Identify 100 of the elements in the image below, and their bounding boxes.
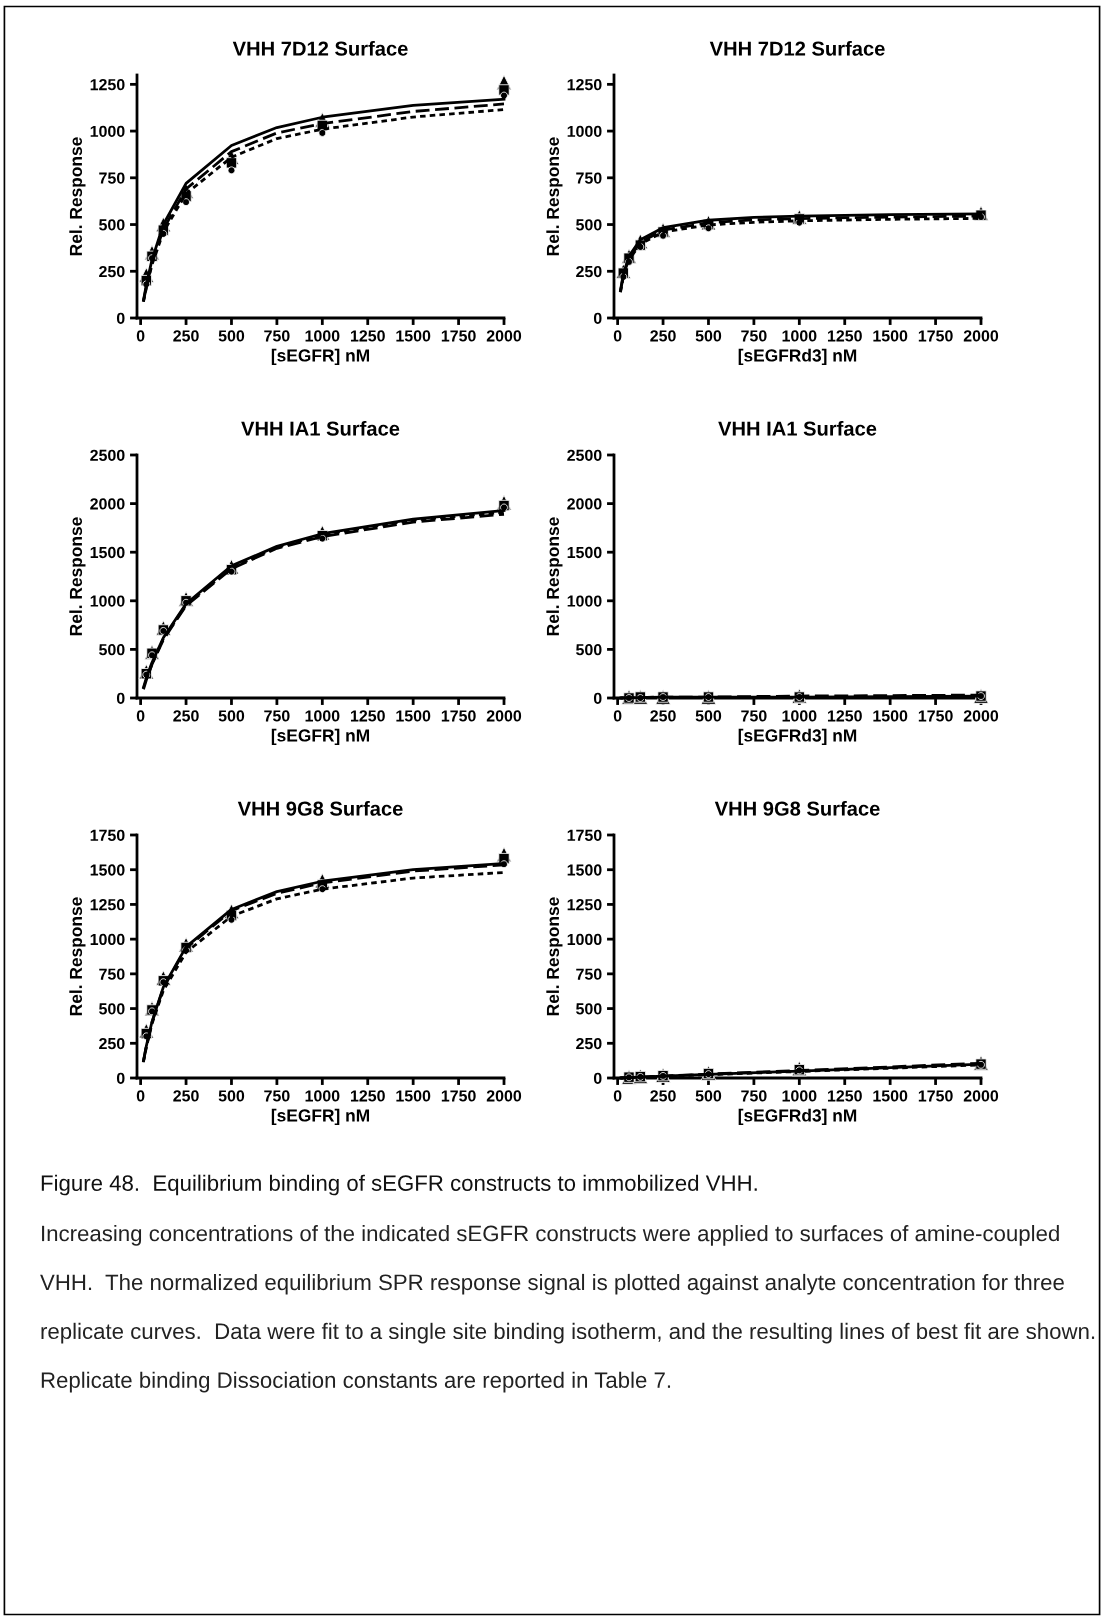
y-tick-label: 750 [576, 172, 602, 184]
y-tick-label: 500 [576, 644, 602, 656]
text: Increasing concentrations of the indicated sEGFR constructs were applied to surfaces of amine-coupled VHH. The normalized equilibrium SPR response signal is plotted against analyte concentration for three replicate curves. Data were fit to a single site binding isotherm, and the resulting lines of best fit are shown. Replicate binding Dissociation constants are reported in Table 7. [40, 1225, 1095, 1393]
x-tick-label: 750 [741, 330, 767, 342]
y-axis-title: Rel. Response [546, 137, 563, 256]
x-tick-label: 1000 [782, 710, 817, 722]
y-tick-label: 500 [99, 219, 125, 231]
x-axis-title: [sEGFRd3] nM [738, 348, 857, 366]
x-tick-label: 500 [695, 1090, 722, 1102]
x-tick-label: 750 [264, 1090, 290, 1102]
x-tick-label: 500 [218, 710, 245, 722]
x-tick-label: 1500 [396, 1090, 431, 1102]
y-tick-label: 250 [576, 1037, 602, 1050]
x-tick-label: 500 [218, 330, 245, 342]
x-tick-label: 500 [695, 330, 722, 342]
x-tick-label: 1750 [441, 710, 476, 722]
y-tick-label: 1250 [567, 78, 602, 91]
chart-title: VHH 9G8 Surface [237, 800, 403, 816]
y-tick-label: 500 [576, 1003, 602, 1015]
x-tick-label: 250 [173, 710, 199, 722]
x-tick-label: 1750 [441, 1090, 476, 1102]
x-tick-label: 750 [264, 710, 290, 722]
x-tick-label: 1000 [782, 330, 817, 342]
x-tick-label: 1000 [782, 1090, 817, 1102]
x-axis-title: [sEGFRd3] nM [738, 728, 857, 746]
x-tick-label: 1000 [305, 330, 340, 342]
x-tick-label: 2000 [963, 1090, 999, 1102]
y-tick-label: 750 [99, 968, 125, 980]
chart-title: VHH 7D12 Surface [232, 40, 408, 56]
y-tick-label: 1000 [90, 125, 125, 138]
x-tick-label: 0 [613, 330, 622, 342]
y-tick-label: 1000 [90, 933, 125, 946]
y-tick-label: 500 [99, 1003, 125, 1015]
y-tick-label: 2500 [90, 449, 125, 461]
x-tick-label: 2000 [486, 330, 522, 342]
x-tick-label: 1000 [305, 710, 340, 722]
x-axis-title: [sEGFR] nM [271, 1108, 370, 1126]
y-tick-label: 1500 [567, 546, 602, 559]
x-tick-label: 750 [741, 710, 767, 722]
x-tick-label: 0 [613, 710, 622, 722]
y-tick-label: 0 [116, 312, 125, 324]
x-tick-label: 1250 [350, 710, 385, 722]
y-tick-label: 500 [99, 644, 125, 656]
y-axis-title: Rel. Response [69, 517, 86, 636]
x-tick-label: 500 [695, 710, 722, 722]
y-tick-label: 0 [116, 1072, 125, 1084]
y-tick-label: 750 [99, 172, 125, 184]
x-tick-label: 1750 [918, 330, 953, 342]
x-tick-label: 1000 [305, 1090, 340, 1102]
x-tick-label: 1750 [918, 710, 953, 722]
x-tick-label: 1750 [441, 330, 476, 342]
x-tick-label: 250 [173, 1090, 199, 1102]
chart-title: VHH IA1 Surface [241, 420, 400, 436]
x-axis-title: [sEGFR] nM [271, 728, 370, 746]
chart-title: VHH 9G8 Surface [714, 800, 880, 816]
x-tick-label: 1500 [873, 1090, 908, 1102]
x-tick-label: 0 [136, 710, 145, 722]
y-tick-label: 250 [576, 265, 602, 278]
y-tick-label: 1000 [567, 125, 602, 138]
x-tick-label: 1250 [350, 330, 385, 342]
y-tick-label: 1250 [567, 899, 602, 911]
x-tick-label: 250 [650, 710, 676, 722]
x-tick-label: 250 [650, 1090, 676, 1102]
y-tick-label: 1500 [567, 864, 602, 876]
y-tick-label: 2000 [90, 498, 125, 510]
y-tick-label: 1000 [567, 595, 602, 607]
chart-title: VHH IA1 Surface [718, 420, 877, 436]
x-tick-label: 0 [613, 1090, 622, 1102]
x-tick-label: 0 [136, 330, 145, 342]
x-tick-label: 2000 [486, 1090, 522, 1102]
y-tick-label: 0 [116, 692, 125, 704]
x-tick-label: 250 [173, 330, 199, 342]
y-tick-label: 2000 [567, 498, 602, 510]
y-tick-label: 2500 [567, 449, 602, 461]
x-tick-label: 750 [264, 330, 290, 342]
x-tick-label: 250 [650, 330, 676, 342]
x-axis-title: [sEGFR] nM [271, 348, 370, 366]
y-tick-label: 0 [593, 312, 602, 324]
x-tick-label: 2000 [963, 710, 999, 722]
y-axis-title: Rel. Response [546, 517, 563, 636]
y-tick-label: 1250 [90, 78, 125, 91]
x-axis-title: [sEGFRd3] nM [738, 1108, 857, 1126]
y-axis-title: Rel. Response [69, 137, 86, 256]
x-tick-label: 2000 [486, 710, 522, 722]
y-axis-title: Rel. Response [546, 897, 563, 1016]
x-tick-label: 0 [136, 1090, 145, 1102]
y-tick-label: 0 [593, 1072, 602, 1084]
y-axis-title: Rel. Response [69, 897, 86, 1016]
x-tick-label: 1750 [918, 1090, 953, 1102]
x-tick-label: 500 [218, 1090, 245, 1102]
y-tick-label: 250 [99, 265, 125, 278]
y-tick-label: 1750 [90, 829, 125, 841]
x-tick-label: 1250 [827, 710, 862, 722]
x-tick-label: 1500 [396, 710, 431, 722]
x-tick-label: 1250 [827, 1090, 862, 1102]
y-tick-label: 0 [593, 692, 602, 704]
y-tick-label: 1000 [90, 595, 125, 607]
x-tick-label: 1500 [873, 330, 908, 342]
y-tick-label: 1750 [567, 829, 602, 841]
y-tick-label: 1500 [90, 864, 125, 876]
